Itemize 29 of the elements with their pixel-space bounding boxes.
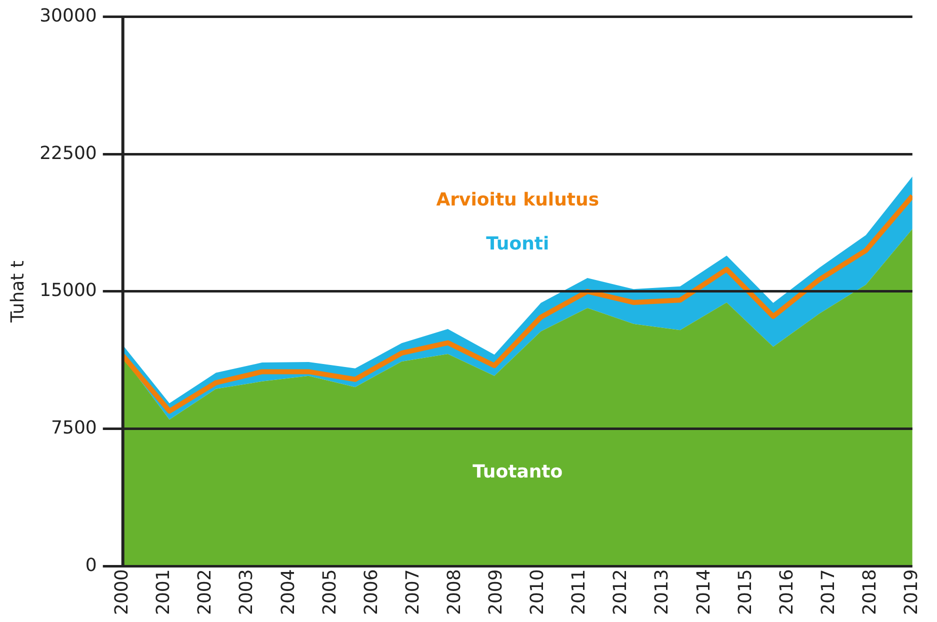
x-tick-label: 2000 (112, 569, 133, 616)
y-tick-label: 7500 (51, 418, 97, 439)
x-tick-label: 2008 (444, 569, 465, 616)
x-tick-label: 2015 (734, 569, 756, 616)
y-tick-label: 15000 (40, 280, 97, 302)
x-tick-label: 2007 (402, 569, 424, 616)
x-tick-label: 2002 (194, 569, 216, 616)
text: Arvioitu kulutus (436, 190, 600, 211)
y-tick-label: 0 (85, 554, 97, 576)
x-tick-label: 2013 (652, 569, 673, 616)
text: Tuonti (486, 233, 550, 254)
x-tick-label: 2018 (860, 569, 881, 616)
y-tick-label: 30000 (40, 5, 97, 26)
x-tick-label: 2005 (319, 569, 340, 616)
x-tick-label: 2004 (278, 569, 299, 616)
y-axis-title: Tuhat t (7, 260, 28, 324)
x-tick-label: 2014 (693, 569, 714, 616)
x-tick-label: 2010 (527, 569, 548, 616)
x-tick-label: 2017 (818, 569, 839, 616)
x-tick-label: 2006 (360, 569, 382, 616)
x-tick-label: 2016 (776, 569, 798, 616)
x-tick-label: 2009 (486, 569, 507, 616)
y-tick-label: 22500 (40, 142, 97, 164)
x-tick-label: 2011 (568, 569, 590, 616)
x-tick-label: 2019 (901, 569, 922, 616)
series-label: Tuotanto (472, 461, 563, 482)
x-tick-label: 2003 (236, 569, 258, 616)
x-tick-label: 2001 (153, 569, 174, 616)
x-tick-label: 2012 (610, 569, 632, 616)
